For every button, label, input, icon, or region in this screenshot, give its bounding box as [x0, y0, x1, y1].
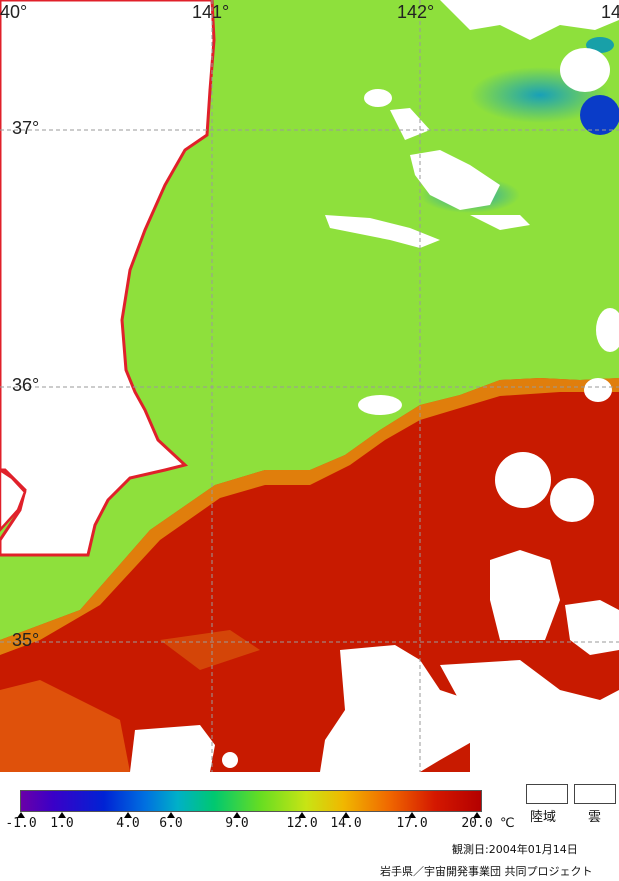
- color-bar-tick: [124, 812, 132, 818]
- color-bar-tick-label: 12.0: [286, 816, 318, 831]
- color-bar-tick-label: 14.0: [330, 816, 362, 831]
- color-bar-tick-label: 9.0: [225, 816, 249, 831]
- temperature-color-bar: [20, 790, 482, 812]
- latitude-label-35: 35°: [12, 630, 39, 650]
- color-bar-tick-label: 20.0: [461, 816, 493, 831]
- land-key-label: 陸域: [530, 810, 557, 825]
- latitude-label-36: 36°: [12, 375, 39, 395]
- observation-date: 観測日:2004年01月14日: [452, 843, 578, 856]
- color-bar-tick: [17, 812, 25, 818]
- color-bar-tick: [473, 812, 481, 818]
- color-bar-tick: [298, 812, 306, 818]
- color-bar-tick: [408, 812, 416, 818]
- cool-patch: [580, 95, 619, 135]
- longitude-label-141: 141°: [192, 2, 229, 22]
- warm-patch: [160, 630, 260, 670]
- cloud-areas: [130, 0, 619, 772]
- land-key-swatch: [526, 784, 568, 804]
- land-honshu: [0, 0, 216, 557]
- sea-surface-temperature-map: 40° 141° 142° 14 37° 36° 35°: [0, 0, 619, 772]
- longitude-label-143: 14: [601, 2, 619, 22]
- color-bar-tick-label: 4.0: [116, 816, 140, 831]
- color-bar-tick: [167, 812, 175, 818]
- color-bar-tick-label: 1.0: [50, 816, 74, 831]
- longitude-label-140: 40°: [0, 2, 27, 22]
- color-bar-tick: [342, 812, 350, 818]
- temperature-unit: ℃: [500, 816, 515, 831]
- warm-patches: [0, 680, 130, 772]
- color-bar-tick: [233, 812, 241, 818]
- color-bar-tick-label: 17.0: [396, 816, 428, 831]
- land-boso: [0, 468, 27, 532]
- cloud-key-label: 雲: [588, 810, 602, 825]
- credit-line: 岩手県／宇宙開発事業団 共同プロジェクト: [380, 865, 593, 878]
- cloud-key-swatch: [574, 784, 616, 804]
- graticule: [0, 0, 619, 772]
- cool-patch: [586, 37, 614, 53]
- longitude-label-142: 142°: [397, 2, 434, 22]
- latitude-label-37: 37°: [12, 118, 39, 138]
- color-bar-tick: [58, 812, 66, 818]
- color-bar-tick-label: 6.0: [159, 816, 183, 831]
- color-bar-tick-label: -1.0: [5, 816, 37, 831]
